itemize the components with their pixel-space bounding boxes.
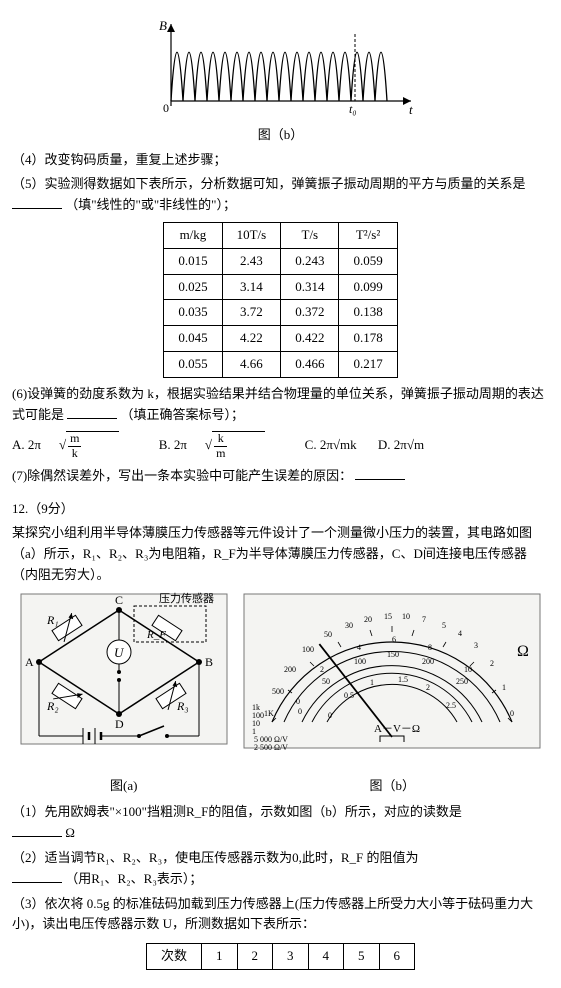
figure-b-meter: 1K 500 200 100 50 30 20 15 10 7 5 4 3 2 …	[242, 592, 542, 797]
svg-text:150: 150	[387, 650, 399, 659]
svg-text:Ω: Ω	[517, 643, 529, 660]
svg-text:10: 10	[402, 612, 410, 621]
svg-text:0: 0	[510, 709, 514, 718]
svg-text:R₁: R₁	[46, 613, 59, 627]
q12-2a: （2）适当调节R₁、R₂、R₃，使电压传感器示数为0,此时，R_F 的阻值为	[12, 850, 419, 865]
svg-text:2: 2	[426, 683, 430, 692]
svg-text:6: 6	[392, 635, 396, 644]
q12-2-blank	[12, 870, 62, 883]
svg-text:0: 0	[296, 697, 300, 706]
axis-t-label: t	[409, 102, 413, 116]
svg-text:1: 1	[370, 678, 374, 687]
svg-text:U: U	[114, 645, 125, 660]
svg-text:C: C	[115, 593, 123, 607]
q5-text-a: （5）实验测得数据如下表所示，分析数据可知，弹簧振子振动周期的平方与质量的关系是	[12, 176, 526, 191]
option-d: D. 2π√m	[378, 437, 424, 452]
q5-para: （5）实验测得数据如下表所示，分析数据可知，弹簧振子振动周期的平方与质量的关系是…	[12, 174, 549, 216]
svg-text:30: 30	[345, 621, 353, 630]
q6-para: (6)设弹簧的劲度系数为 k，根据实验结果并结合物理量的单位关系，弹簧振子振动周…	[12, 384, 549, 426]
svg-text:5: 5	[442, 621, 446, 630]
svg-text:2.5: 2.5	[446, 701, 456, 710]
svg-text:7: 7	[422, 615, 426, 624]
svg-text:0.5: 0.5	[344, 691, 354, 700]
svg-text:1K: 1K	[264, 709, 274, 718]
svg-text:3: 3	[474, 641, 478, 650]
q12-1b: Ω	[65, 825, 75, 840]
svg-text:200: 200	[284, 665, 296, 674]
axis-b-label: B	[159, 18, 167, 33]
svg-text:200: 200	[422, 657, 434, 666]
q7-text: (7)除偶然误差外，写出一条本实验中可能产生误差的原因：	[12, 468, 352, 483]
t1-h1: 10T/s	[222, 222, 281, 248]
svg-text:2: 2	[320, 665, 324, 674]
fig-a-caption: 图(a)	[19, 776, 229, 797]
svg-text:15: 15	[384, 612, 392, 621]
options-row: A. 2π√mk B. 2π√km C. 2π√mk D. 2π√m	[12, 431, 549, 459]
q12-2b: （用R₁、R₂、R₃表示）；	[65, 871, 202, 886]
q6-text-b: （填正确答案标号）；	[121, 407, 245, 422]
svg-text:A: A	[25, 655, 34, 669]
svg-text:20: 20	[364, 615, 372, 624]
table-row: 0.0554.660.4660.217	[164, 351, 397, 377]
svg-text:50: 50	[322, 677, 330, 686]
oscillation-svg: B t 0 t₀	[141, 16, 421, 116]
t1-h0: m/kg	[164, 222, 222, 248]
svg-text:500: 500	[272, 687, 284, 696]
fig-b2-caption: 图（b）	[242, 776, 542, 797]
origin-label: 0	[163, 101, 169, 115]
option-c: C. 2π√mk	[305, 437, 357, 452]
table-row: 0.0353.720.3720.138	[164, 300, 397, 326]
q4-text: （4）改变钩码质量，重复上述步骤；	[12, 150, 549, 171]
svg-text:100: 100	[302, 645, 314, 654]
t1-h3: T²/s²	[339, 222, 397, 248]
svg-text:50: 50	[324, 630, 332, 639]
q5-text-b: （填"线性的"或"非线性的"）；	[65, 197, 236, 212]
table-row: 0.0454.220.4220.178	[164, 326, 397, 352]
fig-b-caption: 图（b）	[12, 125, 549, 146]
q5-blank	[12, 196, 62, 209]
svg-text:R₃: R₃	[176, 699, 189, 713]
svg-text:D: D	[115, 717, 124, 731]
svg-text:压力传感器: 压力传感器	[159, 592, 214, 605]
svg-text:1.5: 1.5	[398, 675, 408, 684]
q12-1a: （1）先用欧姆表"×100"挡粗测R_F的阻值，示数如图（b）所示，对应的读数是	[12, 804, 462, 819]
option-a: A. 2π√mk	[12, 437, 141, 452]
q12-1-blank	[12, 824, 62, 837]
q12-2-para: （2）适当调节R₁、R₂、R₃，使电压传感器示数为0,此时，R_F 的阻值为 （…	[12, 848, 549, 890]
svg-text:R₂: R₂	[46, 699, 59, 713]
svg-text:A－V－Ω: A－V－Ω	[374, 723, 420, 735]
t1-h2: T/s	[281, 222, 339, 248]
svg-text:8: 8	[428, 643, 432, 652]
q12-head: 12.（9分）	[12, 499, 549, 520]
svg-text:0: 0	[328, 711, 332, 720]
figure-a-circuit: A C B D R₁ R₂ R₃ R_F 压力传感器 U	[19, 592, 229, 797]
svg-text:100: 100	[354, 657, 366, 666]
data-table-2: 次数 1 2 3 4 5 6	[146, 943, 415, 970]
q7-blank	[355, 467, 405, 480]
q7-para: (7)除偶然误差外，写出一条本实验中可能产生误差的原因：	[12, 466, 549, 487]
svg-text:2: 2	[490, 659, 494, 668]
q12-3: （3）依次将 0.5g 的标准砝码加载到压力传感器上(压力传感器上所受力大小等于…	[12, 894, 549, 936]
svg-text:2 500 Ω/V: 2 500 Ω/V	[254, 743, 288, 752]
svg-text:0: 0	[298, 707, 302, 716]
svg-text:4: 4	[458, 629, 462, 638]
figure-b-oscillation: B t 0 t₀ 图（b）	[12, 16, 549, 146]
q12-1-para: （1）先用欧姆表"×100"挡粗测R_F的阻值，示数如图（b）所示，对应的读数是…	[12, 802, 549, 844]
q12-body: 某探究小组利用半导体薄膜压力传感器等元件设计了一个测量微小压力的装置，其电路如图…	[12, 523, 549, 585]
svg-text:R_F: R_F	[146, 629, 166, 641]
data-table-1: m/kg 10T/s T/s T²/s² 0.0152.430.2430.059…	[163, 222, 397, 378]
t2-head: 次数	[146, 944, 201, 970]
svg-text:10: 10	[464, 665, 472, 674]
q6-blank	[67, 406, 117, 419]
option-b: B. 2π√km	[159, 437, 287, 452]
svg-text:4: 4	[357, 643, 361, 652]
svg-text:B: B	[205, 655, 213, 669]
t0-label: t₀	[349, 102, 357, 116]
table-row: 0.0253.140.3140.099	[164, 274, 397, 300]
svg-text:250: 250	[456, 677, 468, 686]
table-row: 0.0152.430.2430.059	[164, 248, 397, 274]
svg-text:1: 1	[502, 683, 506, 692]
